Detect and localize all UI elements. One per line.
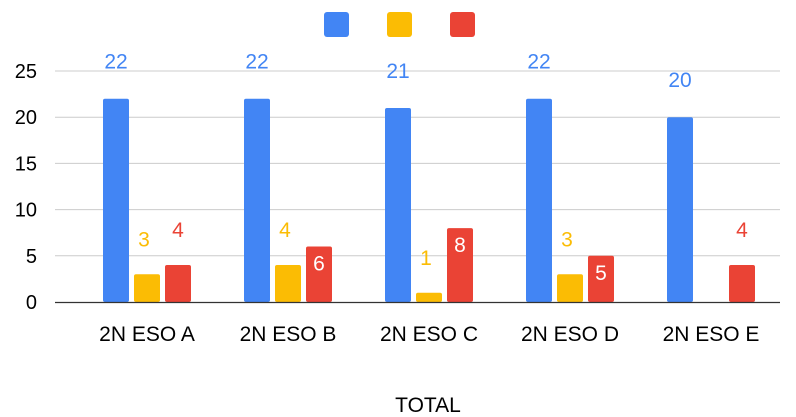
- data-label-series1-4: 20: [668, 69, 691, 92]
- bar-series1-2: [385, 107, 411, 303]
- legend-swatch-1[interactable]: [324, 12, 349, 37]
- data-label-series1-2: 21: [386, 60, 409, 83]
- y-tick-label: 10: [15, 200, 37, 222]
- bar-series1-0: [103, 98, 129, 302]
- bar-series1-4: [667, 117, 693, 302]
- legend: [324, 12, 475, 37]
- data-label-series2-0: 3: [138, 228, 150, 251]
- data-label-series2-1: 4: [279, 219, 291, 242]
- y-tick-label: 5: [26, 246, 37, 268]
- legend-swatch-3[interactable]: [450, 12, 475, 37]
- bar-series2-2: [416, 292, 442, 302]
- data-label-series3-2: 8: [454, 234, 466, 257]
- y-axis-ticks: 0 5 10 15 20 25: [15, 61, 37, 314]
- bar-series3-3: [588, 255, 614, 302]
- data-label-series1-1: 22: [245, 51, 268, 74]
- y-tick-label: 15: [15, 153, 37, 175]
- data-label-series3-3: 5: [595, 262, 607, 285]
- x-axis-title: TOTAL: [395, 394, 461, 417]
- bar-series3-0: [165, 265, 191, 302]
- x-tick-label: 2N ESO C: [380, 323, 478, 346]
- gridlines: [55, 70, 780, 257]
- bar-series2-0: [134, 274, 160, 302]
- bar-series3-4: [729, 265, 755, 302]
- bar-series2-3: [557, 274, 583, 302]
- bars: [103, 98, 755, 303]
- bar-series1-3: [526, 98, 552, 302]
- x-tick-label: 2N ESO D: [521, 323, 619, 346]
- data-label-series2-3: 3: [561, 228, 573, 251]
- data-label-series3-4: 4: [736, 219, 748, 242]
- x-tick-label: 2N ESO E: [663, 323, 760, 346]
- x-axis-ticks: 2N ESO A 2N ESO B 2N ESO C 2N ESO D 2N ESO E: [99, 323, 759, 346]
- y-tick-label: 0: [26, 292, 37, 314]
- x-tick-label: 2N ESO A: [99, 323, 195, 346]
- y-tick-label: 25: [15, 61, 37, 83]
- data-label-series3-0: 4: [172, 219, 184, 242]
- bar-series1-1: [244, 98, 270, 302]
- legend-swatch-2[interactable]: [387, 12, 412, 37]
- data-label-series2-2: 1: [420, 247, 432, 270]
- x-tick-label: 2N ESO B: [240, 323, 337, 346]
- data-label-series1-3: 22: [527, 51, 550, 74]
- data-label-series1-0: 22: [104, 51, 127, 74]
- bar-series2-1: [275, 265, 301, 302]
- bar-series3-1: [306, 246, 332, 302]
- bar-series3-2: [447, 228, 473, 302]
- data-label-series3-1: 6: [313, 253, 325, 276]
- y-tick-label: 20: [15, 107, 37, 129]
